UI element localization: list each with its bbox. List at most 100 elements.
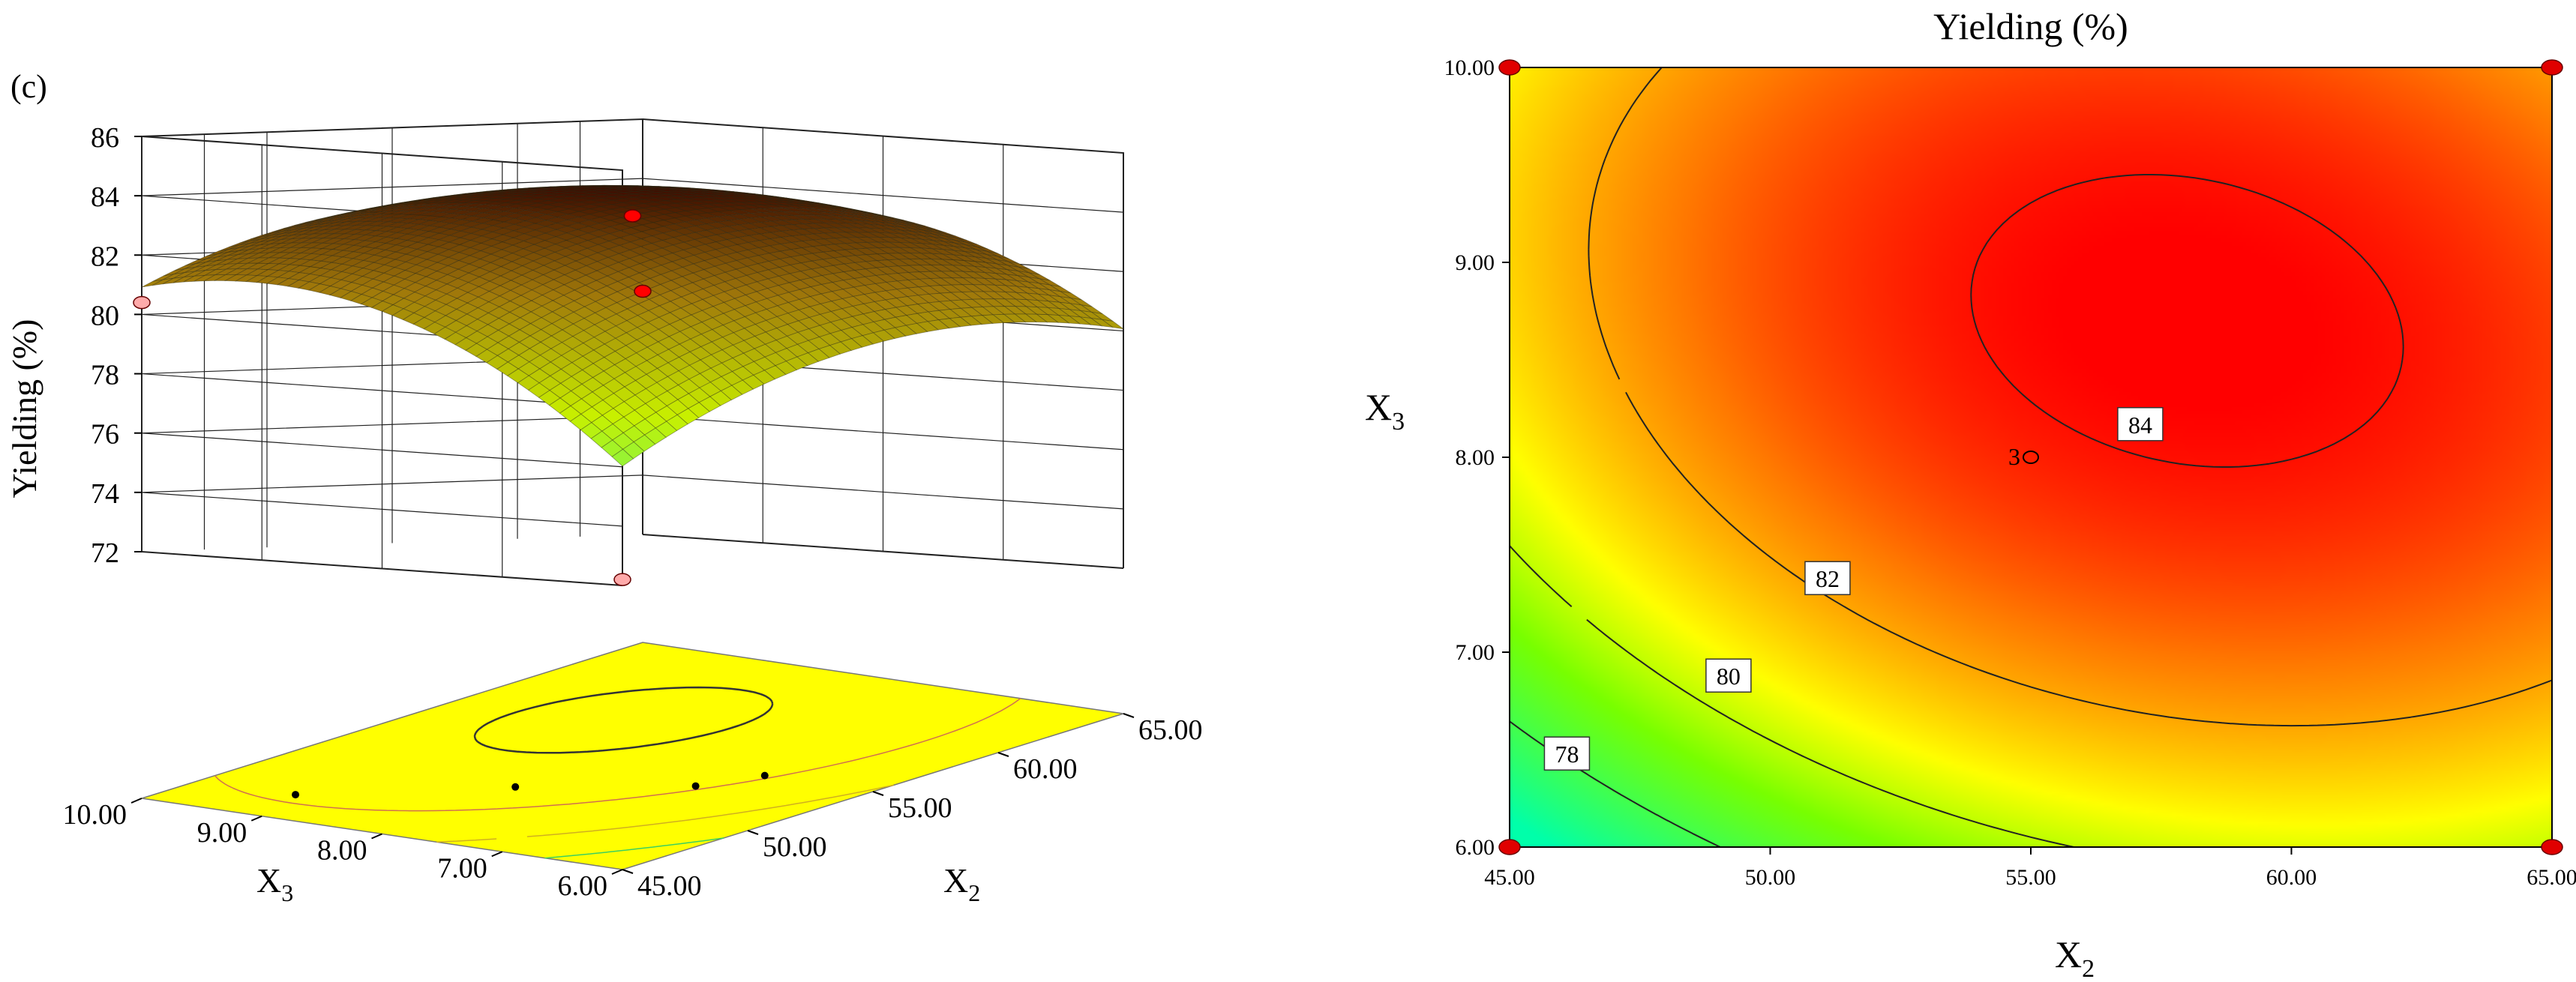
surface-facet	[685, 209, 708, 215]
x-tick-label: 50.00	[763, 831, 827, 863]
contour-y-tick-label: 9.00	[1456, 250, 1495, 275]
surface-facet	[301, 233, 324, 239]
surface-facet	[752, 199, 774, 203]
surface-facet	[461, 215, 483, 222]
surface-facet	[458, 240, 482, 248]
surface-facet	[522, 244, 546, 253]
surface-facet	[709, 199, 730, 204]
surface-facet	[733, 316, 757, 329]
x-tick-mark	[747, 830, 759, 835]
surface-facet	[193, 274, 216, 282]
surface-facet	[655, 406, 678, 422]
surface-facet	[268, 257, 290, 265]
surface-facet	[733, 191, 754, 195]
y-tick-label: 7.00	[437, 852, 487, 884]
surface-facet	[766, 305, 789, 317]
contour-label-box	[1804, 561, 1851, 595]
contour-x-tick-label: 60.00	[2266, 865, 2317, 890]
surface-facet	[679, 314, 703, 328]
surface-facet	[634, 418, 656, 436]
z-axis-ticks: 72 74 76 78 80 82 84 86	[91, 122, 142, 569]
surface-facet	[339, 291, 363, 301]
surface-facet	[756, 278, 779, 289]
surface-facet	[553, 274, 576, 286]
surface-facet	[690, 322, 713, 335]
contour-x-tick-label: 55.00	[2005, 865, 2056, 890]
contour-x-axis-label: X2	[2055, 933, 2095, 982]
surface-facet	[250, 235, 272, 241]
contour-center-point	[2023, 451, 2039, 464]
surface-facet	[645, 397, 667, 413]
surface-facet	[616, 297, 639, 310]
surface-facet	[670, 296, 693, 309]
surface-facet	[260, 233, 283, 240]
surface-plot-3d: (c) 72 74 76 78 80 82 84 86 45.00 50.00 55.00 60.0…	[5, 68, 1203, 906]
surface-facet	[702, 285, 725, 296]
surface-facet	[469, 242, 493, 252]
surface-facet	[505, 196, 528, 201]
surface-facet	[363, 241, 387, 249]
surface-facet	[657, 187, 679, 189]
panel-label: (c)	[10, 68, 47, 105]
surface-facet	[443, 194, 466, 198]
surface-facet	[640, 243, 664, 252]
surface-facet	[433, 194, 455, 199]
surface-facet	[765, 316, 789, 329]
surface-facet	[536, 208, 558, 215]
z-tick-label: 86	[91, 122, 119, 154]
surface-facet	[601, 439, 624, 457]
contour-line	[1970, 174, 2404, 468]
z-tick-label: 78	[91, 360, 119, 391]
surface-facet	[184, 270, 205, 277]
center-point-label: 3	[2008, 443, 2020, 470]
y-tick-mark	[250, 815, 262, 822]
surface-facet	[543, 252, 567, 262]
surface-facet	[195, 256, 217, 265]
surface-facet	[563, 279, 586, 291]
surface-facet	[266, 270, 290, 278]
contour-label-box	[1543, 736, 1591, 771]
surface-facet	[634, 188, 657, 191]
y-axis-ticks: 6.00 7.00 8.00 9.00 10.00	[63, 798, 623, 902]
surface-facet	[721, 190, 744, 193]
y-tick-label: 10.00	[63, 799, 127, 831]
floor-contour-line	[544, 837, 724, 859]
surface-facet	[141, 279, 163, 288]
z-tick-label: 74	[91, 478, 119, 510]
surface-facet	[292, 224, 315, 230]
contour-axis-ticks: 45.00 50.00 55.00 60.00 65.00 6.00 7.00 8.00 9.0…	[1444, 55, 2576, 890]
surface-facet	[689, 346, 712, 361]
surface-facet	[184, 262, 207, 269]
surface-facet	[741, 199, 763, 203]
contour-y-tick-label: 10.00	[1444, 55, 1495, 80]
contour-label-box	[1705, 658, 1752, 693]
surface-facet	[365, 221, 388, 226]
surface-facet	[709, 391, 732, 406]
surface-facet	[751, 205, 773, 209]
surface-facet	[204, 274, 226, 282]
surface-facet	[350, 276, 374, 286]
surface-facet	[475, 190, 497, 193]
surface-facet	[762, 205, 784, 209]
surface-facet	[217, 250, 239, 258]
surface-facet	[715, 239, 739, 247]
z-tick-label: 80	[91, 300, 119, 331]
surface-design-point	[634, 284, 652, 298]
surface-facet	[367, 214, 388, 219]
surface-facet	[720, 385, 743, 401]
surface-facet	[731, 379, 754, 395]
right-wall-frame	[642, 118, 1124, 568]
x-tick-label: 60.00	[1013, 753, 1078, 785]
surface-facet	[279, 247, 301, 253]
surface-facet	[517, 192, 539, 196]
surface-facet	[748, 227, 772, 235]
surface-facet	[367, 211, 389, 216]
contour-design-points: 3	[1498, 59, 2563, 855]
surface-facet	[698, 194, 721, 198]
surface-facet	[754, 343, 777, 358]
floor-contour-line	[436, 784, 894, 843]
surface-facet	[395, 233, 419, 241]
surface-facet	[367, 206, 390, 211]
surface-facet	[216, 254, 238, 262]
